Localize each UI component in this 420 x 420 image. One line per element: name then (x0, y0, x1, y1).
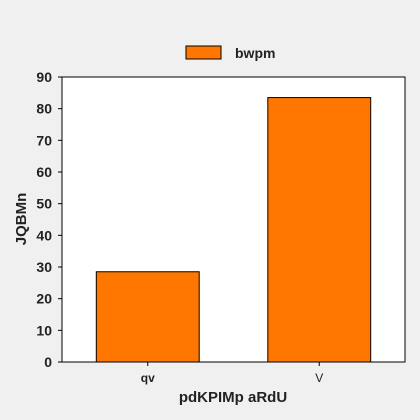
legend: bwpm (185, 45, 275, 61)
bar-V (267, 97, 372, 363)
y-tick-label: 0 (44, 354, 52, 370)
legend-swatch-bwpm (185, 45, 222, 60)
y-tick-label: 60 (36, 164, 52, 180)
x-axis: qv V (141, 362, 323, 385)
x-tick-label: V (315, 371, 323, 385)
y-tick-label: 30 (36, 259, 52, 275)
y-axis: 0 10 20 30 40 50 60 70 80 90 (36, 69, 62, 370)
y-tick-label: 70 (36, 132, 52, 148)
y-axis-title: JQBMn (13, 193, 30, 246)
y-tick-label: 80 (36, 101, 52, 117)
x-axis-title: pdKPIMp aRdU (179, 389, 287, 406)
y-tick-label: 20 (36, 291, 52, 307)
legend-label-bwpm: bwpm (235, 45, 275, 61)
x-tick-label: qv (141, 371, 155, 385)
y-tick-label: 10 (36, 322, 52, 338)
y-tick-label: 50 (36, 196, 52, 212)
y-tick-label: 90 (36, 69, 52, 85)
bar-qv (95, 271, 200, 363)
y-tick-label: 40 (36, 227, 52, 243)
